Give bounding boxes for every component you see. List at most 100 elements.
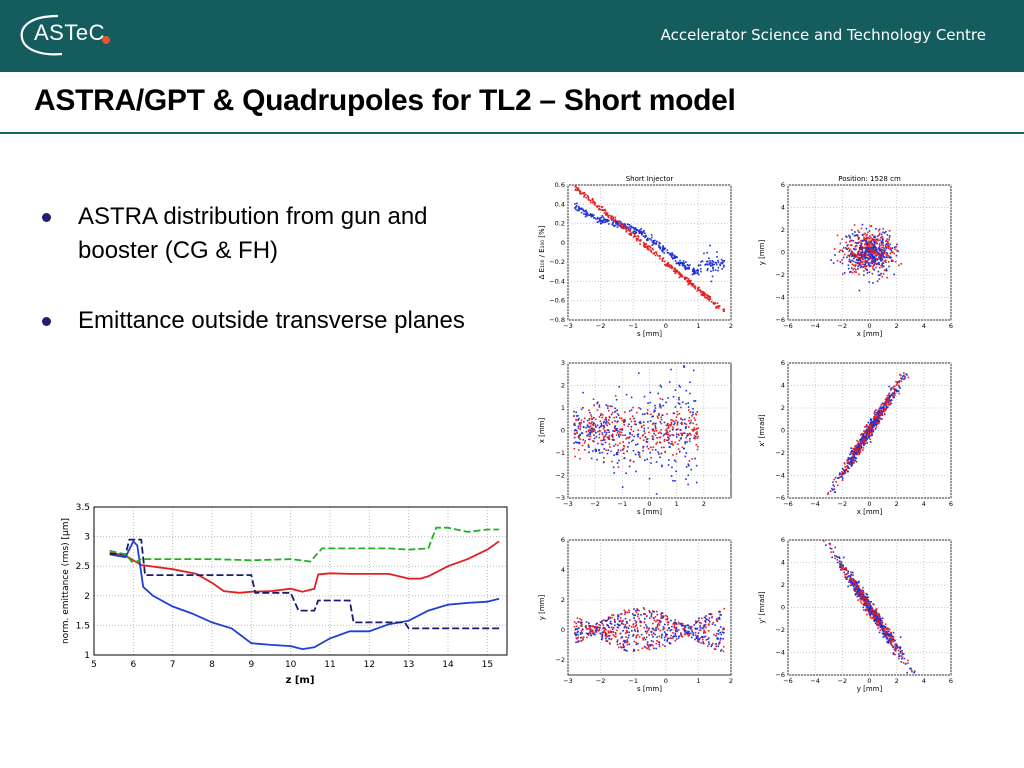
particle-dot — [621, 636, 624, 638]
particle-dot — [677, 428, 679, 430]
particle-dot — [866, 430, 868, 432]
particle-dot — [902, 661, 905, 664]
particle-dot — [587, 429, 590, 432]
particle-dot — [645, 624, 647, 626]
particle-dot — [603, 420, 605, 423]
particle-dot — [620, 637, 623, 639]
particle-dot — [893, 390, 896, 392]
particle-dot — [646, 441, 649, 443]
particle-dot — [870, 421, 872, 424]
particle-dot — [677, 402, 680, 404]
particle-dot — [852, 461, 855, 463]
particle-dot — [661, 414, 664, 417]
particle-dot — [583, 194, 586, 196]
particle-dot — [660, 429, 662, 431]
particle-dot — [878, 623, 880, 626]
particle-dot — [894, 647, 897, 649]
particle-dot — [617, 223, 620, 225]
y-tick-label: 3 — [561, 359, 565, 367]
particle-dot — [873, 246, 875, 249]
particle-dot — [634, 625, 637, 628]
particle-dot — [625, 620, 628, 623]
particle-dot — [864, 240, 867, 242]
particle-dot — [668, 441, 670, 444]
particle-dot — [601, 416, 604, 419]
particle-dot — [869, 607, 871, 609]
particle-dot — [662, 615, 665, 618]
particle-dot — [845, 469, 848, 472]
particle-dot — [706, 251, 708, 254]
particle-dot — [656, 613, 659, 616]
particle-dot — [867, 433, 870, 435]
particle-dot — [605, 220, 607, 223]
particle-dot — [692, 272, 695, 275]
particle-dot — [594, 430, 596, 432]
particle-dot — [891, 639, 893, 641]
emittance-plot-frame — [93, 506, 508, 656]
particle-dot — [591, 629, 594, 632]
particle-dot — [865, 234, 867, 237]
particle-dot — [649, 451, 652, 454]
particle-dot — [618, 435, 620, 438]
particle-dot — [665, 618, 667, 621]
particle-dot — [586, 212, 589, 215]
particle-dot — [615, 416, 618, 418]
particle-dot — [870, 225, 873, 227]
particle-dot — [860, 265, 863, 268]
particle-dot — [672, 257, 675, 260]
particle-dot — [833, 485, 836, 488]
particle-dot — [847, 576, 849, 578]
particle-dot — [612, 633, 614, 636]
particle-dot — [851, 456, 853, 459]
particle-dot — [629, 459, 632, 461]
particle-dot — [604, 429, 606, 432]
particle-dot — [878, 411, 881, 414]
particle-dot — [638, 229, 641, 231]
particle-dot — [857, 441, 860, 443]
particle-dot — [635, 238, 638, 240]
particle-dot — [638, 635, 641, 638]
particle-dot — [608, 431, 611, 434]
particle-dot — [871, 607, 873, 610]
particle-dot — [673, 268, 676, 270]
particle-dot — [607, 624, 610, 627]
particle-dot — [689, 392, 691, 395]
particle-dot — [671, 254, 673, 256]
particle-dot — [887, 247, 890, 250]
particle-dot — [902, 653, 905, 655]
particle-dot — [640, 231, 643, 233]
particle-dot — [871, 430, 873, 433]
particle-dot — [690, 629, 693, 631]
particle-dot — [887, 403, 890, 406]
particle-dot — [637, 615, 639, 618]
particle-dot — [709, 244, 711, 247]
particle-dot — [887, 394, 890, 396]
particle-dot — [869, 616, 872, 618]
particle-dot — [629, 226, 631, 228]
particle-dot — [608, 438, 611, 440]
x-tick-label: −2 — [838, 322, 848, 330]
particle-dot — [853, 253, 856, 255]
particle-dot — [867, 261, 869, 264]
particle-dot — [673, 621, 676, 624]
panel-xlabel: s [mm] — [637, 330, 662, 338]
particle-dot — [666, 265, 669, 267]
particle-dot — [695, 413, 698, 416]
particle-dot — [663, 440, 666, 443]
particle-dot — [596, 424, 599, 427]
particle-dot — [585, 621, 588, 623]
particle-dot — [869, 255, 872, 257]
particle-dot — [696, 432, 698, 435]
particle-dot — [845, 573, 848, 576]
x-tick-label: 6 — [949, 322, 953, 330]
particle-dot — [642, 607, 645, 609]
particle-dot — [881, 239, 884, 241]
particle-dot — [635, 611, 638, 614]
particle-dot — [573, 410, 575, 413]
particle-dot — [718, 611, 720, 613]
particle-dot — [632, 460, 635, 463]
particle-dot — [646, 630, 648, 633]
particle-dot — [878, 245, 881, 247]
particle-dot — [579, 425, 582, 428]
particle-dot — [590, 201, 592, 204]
